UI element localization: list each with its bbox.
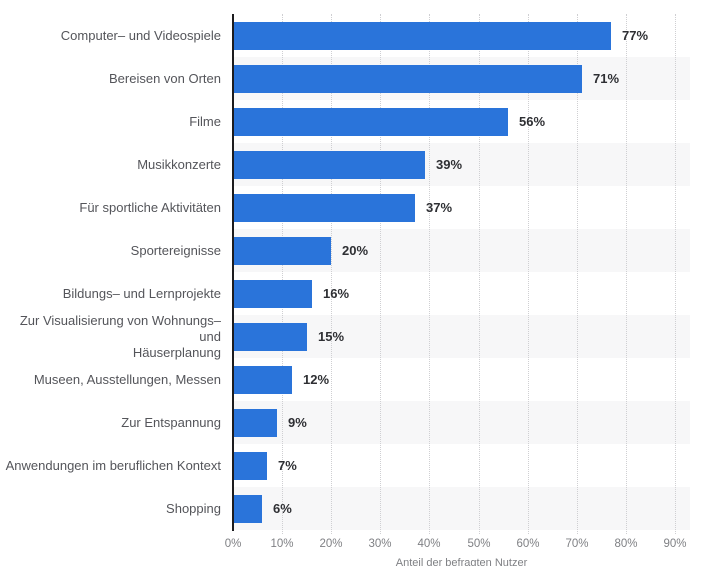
bar <box>233 107 508 136</box>
category-label: Für sportliche Aktivitäten <box>79 199 221 215</box>
bar-rows: 77% 71% 56% 39% 37% 20% 16% 15% 12% 9% 7% 6% <box>233 14 690 534</box>
chart-row: 9% <box>233 401 690 444</box>
category-label: Sportereignisse <box>130 242 221 258</box>
category-label: Bereisen von Orten <box>108 70 221 86</box>
bar <box>233 150 425 179</box>
x-tick-label: 70% <box>565 538 589 550</box>
category-label: Museen, Ausstellungen, Messen <box>33 371 221 387</box>
value-label: 20% <box>342 243 369 258</box>
value-label: 39% <box>436 157 463 172</box>
chart-row: 15% <box>233 315 690 358</box>
x-tick-label: 90% <box>663 538 687 550</box>
bar <box>233 408 277 437</box>
value-label: 12% <box>303 372 330 387</box>
chart-row: 6% <box>233 487 690 530</box>
value-label: 16% <box>323 286 350 301</box>
value-label: 77% <box>622 28 649 43</box>
value-label: 56% <box>519 114 546 129</box>
y-axis-line <box>232 14 234 531</box>
gridline <box>429 14 430 534</box>
category-label: Anwendungen im beruflichen Kontext <box>5 457 221 473</box>
x-tick-label: 30% <box>368 538 392 550</box>
x-axis-title: Anteil der befragten Nutzer <box>395 557 528 566</box>
category-label: Filme <box>189 113 221 129</box>
x-axis-ticks: 0% 10% 20% 30% 40% 50% 60% 70% 80% 90% <box>225 534 690 552</box>
gridline <box>479 14 480 534</box>
chart-row: 39% <box>233 143 690 186</box>
x-tick-label: 40% <box>417 538 441 550</box>
gridline <box>528 14 529 534</box>
chart-row: 56% <box>233 100 690 143</box>
value-label: 71% <box>593 71 620 86</box>
value-label: 9% <box>288 415 307 430</box>
x-tick-label: 20% <box>319 538 343 550</box>
bar <box>233 21 611 50</box>
chart-row: 71% <box>233 57 690 100</box>
bar <box>233 64 582 93</box>
gridline <box>577 14 578 534</box>
gridline <box>675 14 676 534</box>
bar <box>233 451 267 480</box>
x-tick-label: 0% <box>224 538 242 550</box>
value-label: 15% <box>318 329 345 344</box>
x-tick-label: 50% <box>467 538 491 550</box>
category-labels-column: Computer– und Videospiele Bereisen von Or… <box>0 14 233 530</box>
value-label: 7% <box>278 458 297 473</box>
category-label: Computer– und Videospiele <box>60 27 221 43</box>
x-tick-label: 80% <box>614 538 638 550</box>
category-label: Shopping <box>166 500 221 516</box>
x-tick-label: 60% <box>516 538 540 550</box>
chart-row: 12% <box>233 358 690 401</box>
chart-row: 7% <box>233 444 690 487</box>
category-label: Musikkonzerte <box>137 156 221 172</box>
plot-area: 77% 71% 56% 39% 37% 20% 16% 15% 12% 9% 7% 6% 0% 10% 2… <box>225 14 690 566</box>
bar <box>233 365 292 394</box>
category-label: Zur Visualisierung von Wohnungs– und Häu… <box>19 312 221 360</box>
chart-row: 20% <box>233 229 690 272</box>
chart-row: 37% <box>233 186 690 229</box>
plot-wrapper: Computer– und Videospiele Bereisen von Or… <box>0 14 690 566</box>
bar <box>233 322 307 351</box>
category-label: Zur Entspannung <box>121 414 221 430</box>
bar <box>233 494 262 523</box>
category-label: Bildungs– und Lernprojekte <box>62 285 221 301</box>
gridline <box>331 14 332 534</box>
value-label: 6% <box>273 501 292 516</box>
bar <box>233 193 415 222</box>
value-label: 37% <box>426 200 453 215</box>
bar <box>233 236 331 265</box>
gridline <box>626 14 627 534</box>
bar <box>233 279 312 308</box>
x-tick-label: 10% <box>270 538 294 550</box>
chart-row: 77% <box>233 14 690 57</box>
gridline <box>282 14 283 534</box>
chart-row: 16% <box>233 272 690 315</box>
gridline <box>380 14 381 534</box>
